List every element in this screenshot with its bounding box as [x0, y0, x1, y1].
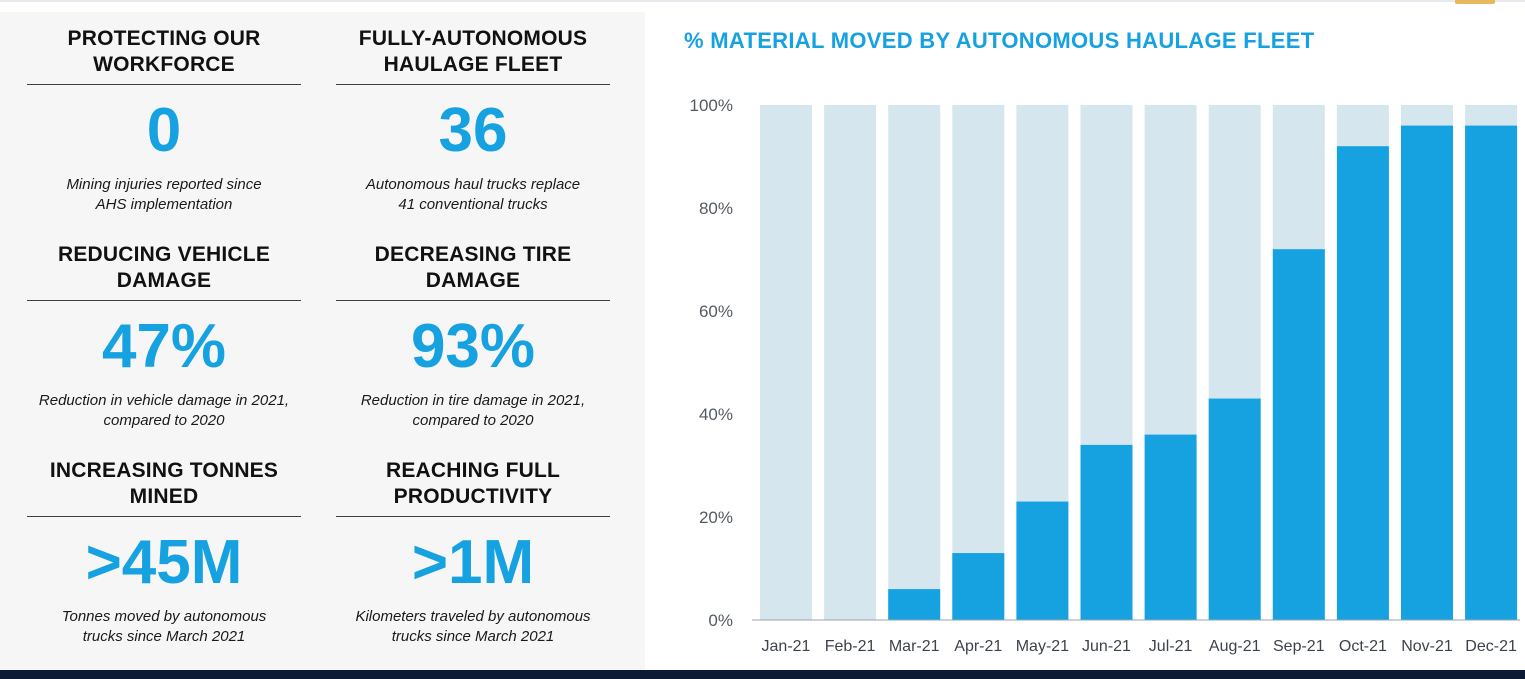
- y-tick-label: 0%: [708, 611, 733, 630]
- kpi-tile-productivity: REACHING FULL PRODUCTIVITY >1M Kilometer…: [336, 458, 610, 647]
- bar-nov-21: [1401, 125, 1453, 620]
- bar-track: [824, 105, 877, 620]
- bar-track: [760, 105, 812, 620]
- kpi-caption: Mining injuries reported since AHS imple…: [66, 176, 262, 213]
- kpi-tile-vehicle-damage: REDUCING VEHICLE DAMAGE 47% Reduction in…: [27, 242, 301, 431]
- x-tick-label: Nov-21: [1401, 638, 1453, 655]
- x-tick-label: Jun-21: [1082, 638, 1131, 655]
- kpi-tile-tire-damage: DECREASING TIRE DAMAGE 93% Reduction in …: [336, 242, 610, 431]
- bar-oct-21: [1336, 146, 1389, 620]
- x-tick-label: Feb-21: [825, 638, 876, 655]
- bar-track: [952, 105, 1005, 620]
- bar-dec-21: [1465, 125, 1518, 620]
- y-tick-label: 20%: [699, 508, 733, 527]
- kpi-panel: PROTECTING OUR WORKFORCE 0 Mining injuri…: [0, 12, 645, 670]
- corner-accent-mark: [1455, 0, 1495, 4]
- kpi-divider: [336, 300, 610, 301]
- bar-track: [888, 105, 941, 620]
- kpi-heading: REDUCING VEHICLE DAMAGE: [57, 243, 271, 292]
- x-tick-label: Jan-21: [762, 638, 811, 655]
- x-tick-label: Aug-21: [1209, 638, 1261, 655]
- kpi-value: >45M: [85, 528, 243, 597]
- y-tick-label: 80%: [699, 199, 733, 218]
- x-tick-label: Mar-21: [889, 638, 940, 655]
- bar-jul-21: [1144, 434, 1197, 620]
- kpi-divider: [336, 84, 610, 85]
- kpi-tile-fleet: FULLY-AUTONOMOUS HAULAGE FLEET 36 Autono…: [336, 26, 610, 215]
- x-tick-label: Oct-21: [1339, 638, 1387, 655]
- kpi-caption: Reduction in tire damage in 2021, compar…: [360, 392, 586, 429]
- x-tick-label: Apr-21: [954, 638, 1002, 655]
- bar-apr-21: [952, 553, 1005, 620]
- y-tick-label: 60%: [699, 302, 733, 321]
- kpi-caption: Reduction in vehicle damage in 2021, com…: [38, 392, 290, 429]
- kpi-heading: INCREASING TONNES MINED: [49, 459, 279, 508]
- kpi-tile-workforce: PROTECTING OUR WORKFORCE 0 Mining injuri…: [27, 26, 301, 215]
- x-tick-label: Dec-21: [1465, 638, 1517, 655]
- bar-may-21: [1016, 501, 1069, 620]
- bar-sep-21: [1272, 249, 1325, 620]
- kpi-heading: PROTECTING OUR WORKFORCE: [67, 27, 261, 76]
- kpi-value: 47%: [101, 312, 227, 381]
- bar-jun-21: [1080, 444, 1133, 620]
- bar-chart: 0% 20% 40% 60% 80% 100% Jan-21 Feb-21 Mar-21 Apr-…: [690, 96, 1520, 655]
- kpi-caption: Autonomous haul trucks replace 41 conven…: [365, 176, 581, 213]
- x-tick-label: Sep-21: [1273, 638, 1325, 655]
- chart-title: % MATERIAL MOVED BY AUTONOMOUS HAULAGE F…: [684, 28, 1315, 53]
- kpi-value: >1M: [411, 528, 535, 597]
- top-divider-line: [0, 0, 1525, 2]
- y-tick-label: 100%: [690, 96, 733, 115]
- kpi-caption: Tonnes moved by autonomous trucks since …: [61, 608, 267, 645]
- kpi-heading: DECREASING TIRE DAMAGE: [374, 243, 572, 292]
- kpi-value: 36: [438, 96, 508, 165]
- kpi-caption: Kilometers traveled by autonomous trucks…: [355, 608, 591, 645]
- bar-mar-21: [888, 589, 941, 620]
- kpi-tile-tonnes: INCREASING TONNES MINED >45M Tonnes move…: [27, 458, 301, 647]
- x-tick-label: Jul-21: [1149, 638, 1193, 655]
- bar-aug-21: [1208, 398, 1261, 620]
- y-tick-label: 40%: [699, 405, 733, 424]
- kpi-divider: [27, 84, 301, 85]
- kpi-divider: [27, 300, 301, 301]
- kpi-divider: [27, 516, 301, 517]
- kpi-value: 0: [146, 96, 182, 165]
- kpi-heading: FULLY-AUTONOMOUS HAULAGE FLEET: [358, 27, 588, 76]
- kpi-divider: [336, 516, 610, 517]
- x-tick-label: May-21: [1016, 638, 1069, 655]
- kpi-value: 93%: [410, 312, 536, 381]
- footer-band: [0, 670, 1525, 679]
- kpi-heading: REACHING FULL PRODUCTIVITY: [385, 459, 561, 508]
